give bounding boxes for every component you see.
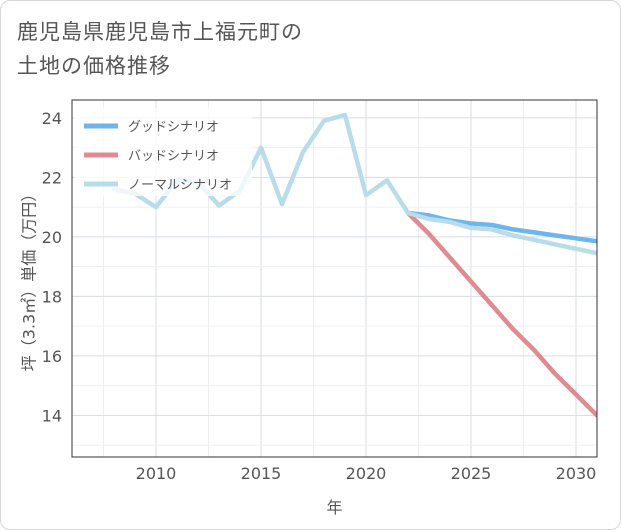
x-tick-label: 2020 [346,464,387,483]
x-axis-ticks: 2010 2015 2020 2025 2030 [136,464,597,483]
legend-label-0[interactable]: グッドシナリオ [128,120,219,135]
y-tick-label: 22 [42,168,62,187]
y-tick-label: 14 [42,406,62,425]
y-tick-label: 16 [42,347,62,366]
y-axis-ticks: 14 16 18 20 22 24 [42,109,62,426]
x-tick-label: 2030 [556,464,597,483]
y-tick-label: 18 [42,287,62,306]
x-tick-label: 2015 [241,464,282,483]
y-tick-label: 24 [42,109,62,128]
series-line-1 [405,210,597,418]
y-tick-label: 20 [42,228,62,247]
chart-title-line-2: 土地の価格推移 [17,54,171,78]
series-line-0 [405,210,597,244]
legend-label-1[interactable]: バッドシナリオ [128,149,219,164]
legend-background [74,108,252,196]
plot-border [71,99,598,458]
legend-label-2[interactable]: ノーマルシナリオ [128,178,232,193]
chart-title: 鹿児島県鹿児島市上福元町の 土地の価格推移 [17,15,303,83]
chart-title-line-1: 鹿児島県鹿児島市上福元町の [17,20,303,44]
y-axis-label: 坪（3.3㎡）単価（万円） [20,186,39,371]
x-tick-label: 2010 [136,464,177,483]
x-axis-label: 年 [326,498,342,517]
x-tick-label: 2025 [451,464,492,483]
